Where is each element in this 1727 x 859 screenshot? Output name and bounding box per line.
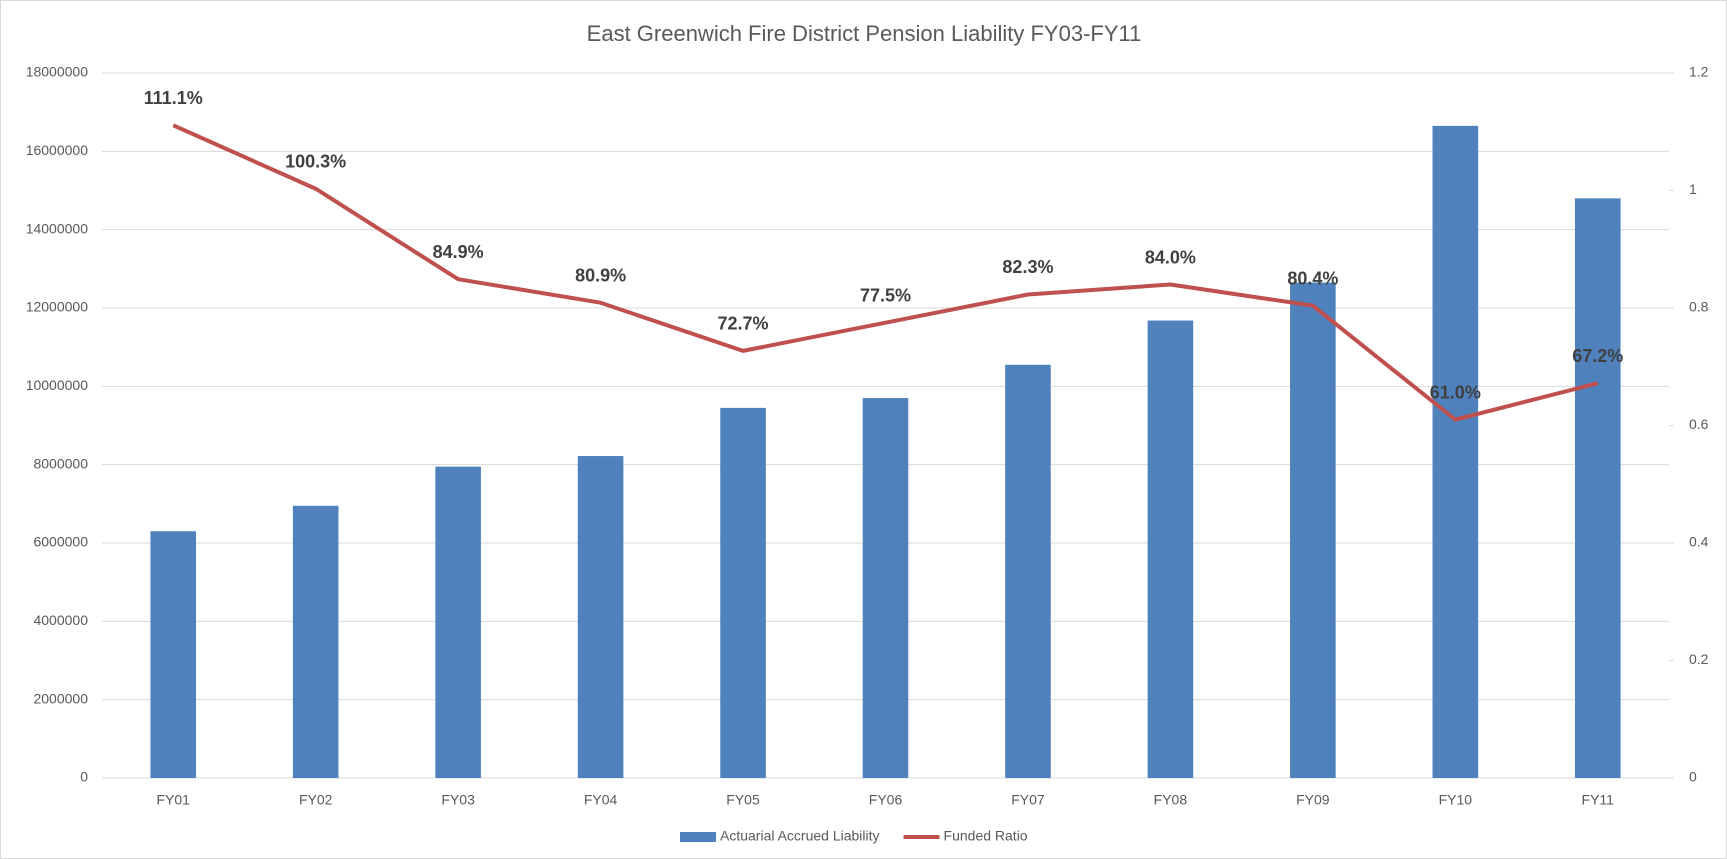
bar: [1432, 125, 1479, 778]
x-tick-label: FY06: [869, 792, 903, 808]
x-tick-label: FY08: [1154, 792, 1188, 808]
bar: [150, 531, 197, 778]
y-tick-label: 12000000: [26, 299, 89, 315]
y2-tick-label: 0: [1689, 769, 1697, 785]
y-tick-label: 0: [80, 769, 88, 785]
x-tick-label: FY04: [584, 792, 618, 808]
y-tick-label: 18000000: [26, 64, 89, 80]
bar: [1574, 198, 1621, 779]
bar: [577, 456, 624, 778]
x-tick-label: FY01: [156, 792, 190, 808]
y-tick-label: 14000000: [26, 220, 89, 236]
legend-swatch: [680, 832, 716, 842]
bar: [720, 407, 766, 778]
bar: [1290, 282, 1336, 778]
y-tick-label: 6000000: [33, 534, 88, 550]
x-tick-label: FY03: [441, 792, 475, 808]
chart-title: East Greenwich Fire District Pension Lia…: [587, 21, 1142, 46]
legend-label: Actuarial Accrued Liability: [720, 828, 880, 844]
x-tick-label: FY02: [299, 792, 333, 808]
x-tick-label: FY07: [1011, 792, 1045, 808]
y2-tick-label: 0.6: [1689, 416, 1709, 432]
data-label: 111.1%: [144, 88, 203, 108]
legend-label: Funded Ratio: [944, 828, 1028, 844]
bar: [1147, 320, 1194, 778]
bar: [862, 398, 909, 778]
x-tick-label: FY09: [1296, 792, 1330, 808]
data-label: 72.7%: [718, 314, 769, 334]
y2-tick-label: 0.4: [1689, 534, 1709, 550]
line: [172, 123, 1599, 422]
y2-tick-label: 1: [1689, 181, 1697, 197]
y-tick-label: 2000000: [33, 690, 88, 706]
x-tick-label: FY05: [726, 792, 760, 808]
data-label: 84.9%: [433, 242, 484, 262]
data-label: 77.5%: [860, 285, 911, 305]
data-label: 84.0%: [1145, 247, 1196, 267]
data-label: 67.2%: [1572, 346, 1623, 366]
data-label: 100.3%: [285, 151, 346, 171]
x-tick-label: FY10: [1439, 792, 1473, 808]
bar: [435, 466, 481, 778]
bar: [292, 505, 339, 778]
bar: [1005, 364, 1051, 778]
y2-tick-label: 0.2: [1689, 651, 1709, 667]
x-tick-label: FY11: [1582, 792, 1615, 808]
y2-tick-label: 1.2: [1689, 64, 1709, 80]
data-label: 80.9%: [575, 265, 626, 285]
data-label: 61.0%: [1430, 382, 1481, 402]
data-label: 80.4%: [1287, 268, 1338, 288]
data-label: 82.3%: [1002, 257, 1053, 277]
y2-tick-label: 0.8: [1689, 299, 1709, 315]
y-tick-label: 4000000: [33, 612, 88, 628]
y-tick-label: 10000000: [26, 377, 89, 393]
y-tick-label: 16000000: [26, 142, 89, 158]
y-tick-label: 8000000: [33, 455, 88, 471]
